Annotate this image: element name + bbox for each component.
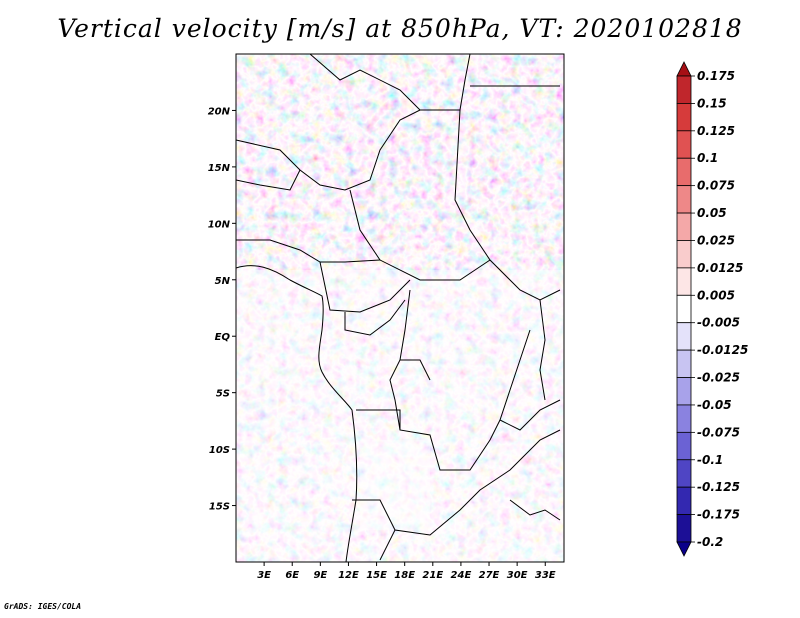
colorbar-level-label: -0.075 bbox=[697, 425, 740, 439]
lon-tick-label: 30E bbox=[507, 570, 528, 581]
colorbar-level-label: -0.2 bbox=[697, 535, 723, 549]
colorbar-level-label: 0.15 bbox=[697, 96, 727, 110]
colorbar-swatch bbox=[676, 349, 692, 378]
lat-tick-label: 10S bbox=[209, 445, 230, 456]
lat-tick-label: 15S bbox=[209, 502, 230, 513]
latitude-axis: 20N 15N 10N 5N EQ 5S 10S 15S bbox=[208, 106, 236, 513]
colorbar-level-label: -0.1 bbox=[697, 453, 723, 467]
lon-tick-label: 33E bbox=[535, 570, 556, 581]
lat-tick-label: 5N bbox=[215, 276, 231, 287]
colorbar-swatch bbox=[676, 157, 692, 187]
colorbar-level-label: 0.05 bbox=[697, 206, 727, 220]
lat-tick-label: 20N bbox=[208, 106, 231, 117]
colorbar-level-label: -0.125 bbox=[697, 480, 740, 494]
colorbar-level-label: -0.0125 bbox=[697, 343, 748, 357]
colorbar-swatch bbox=[676, 267, 692, 296]
colorbar-level-label: -0.05 bbox=[697, 398, 732, 412]
map-frame bbox=[235, 53, 565, 563]
colorbar-level-label: 0.005 bbox=[697, 288, 735, 302]
lon-tick-label: 6E bbox=[285, 570, 299, 581]
colorbar-level-label: 0.1 bbox=[697, 151, 718, 165]
colorbar-swatch bbox=[676, 514, 692, 543]
country-boundaries bbox=[236, 54, 561, 562]
lon-tick-label: 24E bbox=[451, 570, 472, 581]
colorbar-level-label: -0.025 bbox=[697, 371, 740, 385]
colorbar-level-label: -0.005 bbox=[697, 316, 740, 330]
colorbar-swatch bbox=[676, 404, 692, 433]
colorbar-swatch bbox=[676, 130, 692, 159]
colorbar: 0.175 0.15 0.125 0.1 0.075 0.05 0.025 0.0125 0.0… bbox=[676, 61, 748, 557]
colorbar-level-label: 0.125 bbox=[697, 124, 735, 138]
colorbar-level-label: 0.175 bbox=[697, 69, 735, 83]
colorbar-swatch bbox=[676, 103, 692, 132]
colorbar-bottom-arrow bbox=[676, 541, 692, 557]
lon-tick-label: 21E bbox=[422, 570, 443, 581]
lat-tick-label: EQ bbox=[215, 332, 231, 343]
colorbar-level-label: 0.025 bbox=[697, 233, 735, 247]
colorbar-swatch bbox=[676, 212, 692, 241]
grads-credit: GrADS: IGES/COLA bbox=[4, 602, 82, 611]
lon-tick-label: 27E bbox=[479, 570, 500, 581]
colorbar-swatch bbox=[676, 322, 692, 351]
lat-tick-label: 5S bbox=[216, 389, 230, 400]
colorbar-top-arrow bbox=[676, 61, 692, 77]
colorbar-swatch bbox=[676, 486, 692, 515]
map-title: Vertical velocity [m/s] at 850hPa, VT: 2… bbox=[57, 14, 743, 43]
lon-tick-label: 15E bbox=[366, 570, 387, 581]
lat-tick-label: 10N bbox=[208, 219, 231, 230]
colorbar-swatch bbox=[676, 377, 692, 406]
colorbar-swatch bbox=[676, 459, 692, 488]
lon-tick-label: 18E bbox=[394, 570, 415, 581]
vertical-velocity-field bbox=[236, 54, 564, 562]
lon-tick-label: 12E bbox=[338, 570, 359, 581]
colorbar-level-label: 0.075 bbox=[697, 179, 735, 193]
longitude-axis: 3E 6E 9E 12E 15E 18E 21E 24E 27E 30E 33E bbox=[257, 562, 556, 581]
lat-tick-label: 15N bbox=[208, 163, 231, 174]
colorbar-swatch bbox=[676, 294, 692, 324]
colorbar-swatch bbox=[676, 185, 692, 214]
colorbar-level-label: -0.175 bbox=[697, 508, 740, 522]
colorbar-swatch bbox=[676, 75, 692, 104]
colorbar-level-label: 0.0125 bbox=[697, 261, 743, 275]
colorbar-swatch bbox=[676, 240, 692, 269]
colorbar-swatch bbox=[676, 431, 692, 461]
lon-tick-label: 3E bbox=[257, 570, 271, 581]
lon-tick-label: 9E bbox=[313, 570, 327, 581]
